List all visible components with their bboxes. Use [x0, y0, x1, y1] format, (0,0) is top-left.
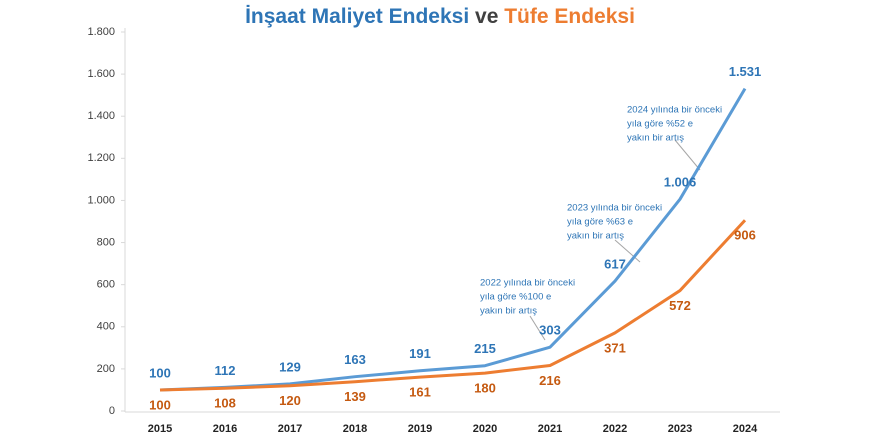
data-label: 572 [669, 298, 691, 313]
data-label: 216 [539, 373, 561, 388]
series-line [159, 219, 747, 392]
x-tick-label: 2021 [538, 423, 562, 435]
x-tick-label: 2018 [343, 423, 367, 435]
data-label: 139 [344, 389, 366, 404]
data-label: 100 [149, 397, 171, 412]
title-part: ve [475, 5, 498, 28]
x-tick-label: 2019 [408, 423, 432, 435]
title-part: İnşaat Maliyet Endeksi [245, 5, 469, 28]
y-tick-label: 800 [97, 236, 115, 248]
y-tick-label: 1.400 [87, 110, 115, 122]
data-label: 100 [149, 365, 171, 380]
annotation-arrow [529, 315, 546, 341]
annotation: yıla göre %52 e [627, 119, 693, 130]
x-tick-label: 2023 [668, 423, 692, 435]
y-tick-label: 1.600 [87, 68, 115, 80]
data-label: 161 [409, 385, 431, 400]
y-tick-label: 1.800 [87, 26, 115, 38]
data-label: 180 [474, 381, 496, 396]
data-label: 112 [215, 363, 236, 378]
x-tick-label: 2016 [213, 423, 237, 435]
data-label: 371 [604, 340, 626, 355]
annotation: 2022 yılında bir önceki [480, 278, 575, 289]
annotation-arrow [674, 139, 701, 171]
data-label: 215 [474, 341, 496, 356]
y-tick-label: 400 [97, 321, 115, 333]
annotation: yakın bir artış [480, 306, 537, 317]
data-label: 1.006 [664, 175, 697, 190]
title-part: Tüfe Endeksi [504, 5, 635, 28]
y-tick-label: 1.200 [87, 152, 115, 164]
x-tick-label: 2017 [278, 423, 302, 435]
y-tick-label: 0 [109, 405, 115, 417]
y-tick-label: 200 [97, 363, 115, 375]
annotation: yıla göre %100 e [480, 292, 551, 303]
annotation: yıla göre %63 e [567, 217, 633, 228]
data-label: 191 [409, 346, 431, 361]
data-label: 303 [539, 323, 561, 338]
data-label: 617 [604, 257, 626, 272]
data-label: 129 [279, 359, 301, 374]
annotation: yakın bir artış [627, 133, 684, 144]
y-tick-label: 1.000 [87, 194, 115, 206]
x-tick-label: 2024 [733, 423, 758, 435]
chart-title: İnşaat Maliyet Endeksi ve Tüfe Endeksi [245, 5, 635, 28]
x-tick-label: 2015 [148, 423, 172, 435]
x-tick-label: 2022 [603, 423, 627, 435]
data-label: 1.531 [729, 64, 762, 79]
annotation: yakın bir artış [567, 231, 624, 242]
y-tick-label: 600 [97, 279, 115, 291]
data-label: 120 [279, 393, 301, 408]
data-label: 906 [734, 228, 756, 243]
annotation: 2023 yılında bir önceki [567, 203, 662, 214]
annotation-arrow [614, 239, 641, 263]
data-label: 163 [344, 352, 366, 367]
x-tick-label: 2020 [473, 423, 497, 435]
data-label: 108 [214, 396, 236, 411]
annotation: 2024 yılında bir önceki [627, 105, 722, 116]
